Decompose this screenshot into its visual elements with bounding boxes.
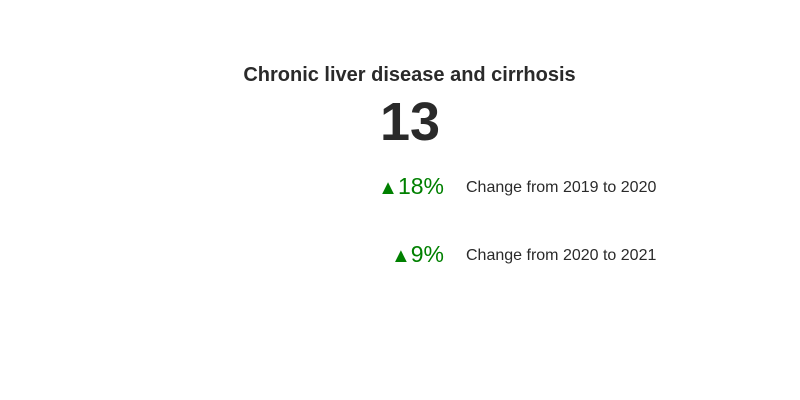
up-arrow-icon: ▲ — [378, 177, 398, 199]
delta-value: ▲18% — [378, 173, 444, 201]
delta-value: ▲9% — [391, 241, 444, 269]
chart-title: Chronic liver disease and cirrhosis — [243, 64, 576, 86]
delta-row-2019-2020: ▲18% Change from 2019 to 2020 — [0, 173, 800, 203]
delta-label: Change from 2020 to 2021 — [466, 247, 657, 264]
delta-percent: 18% — [397, 173, 444, 199]
delta-percent: 9% — [410, 241, 444, 267]
indicator-value: 13 — [379, 92, 441, 152]
delta-label: Change from 2019 to 2020 — [466, 179, 657, 196]
delta-row-2020-2021: ▲9% Change from 2020 to 2021 — [0, 241, 800, 271]
up-arrow-icon: ▲ — [390, 245, 411, 267]
